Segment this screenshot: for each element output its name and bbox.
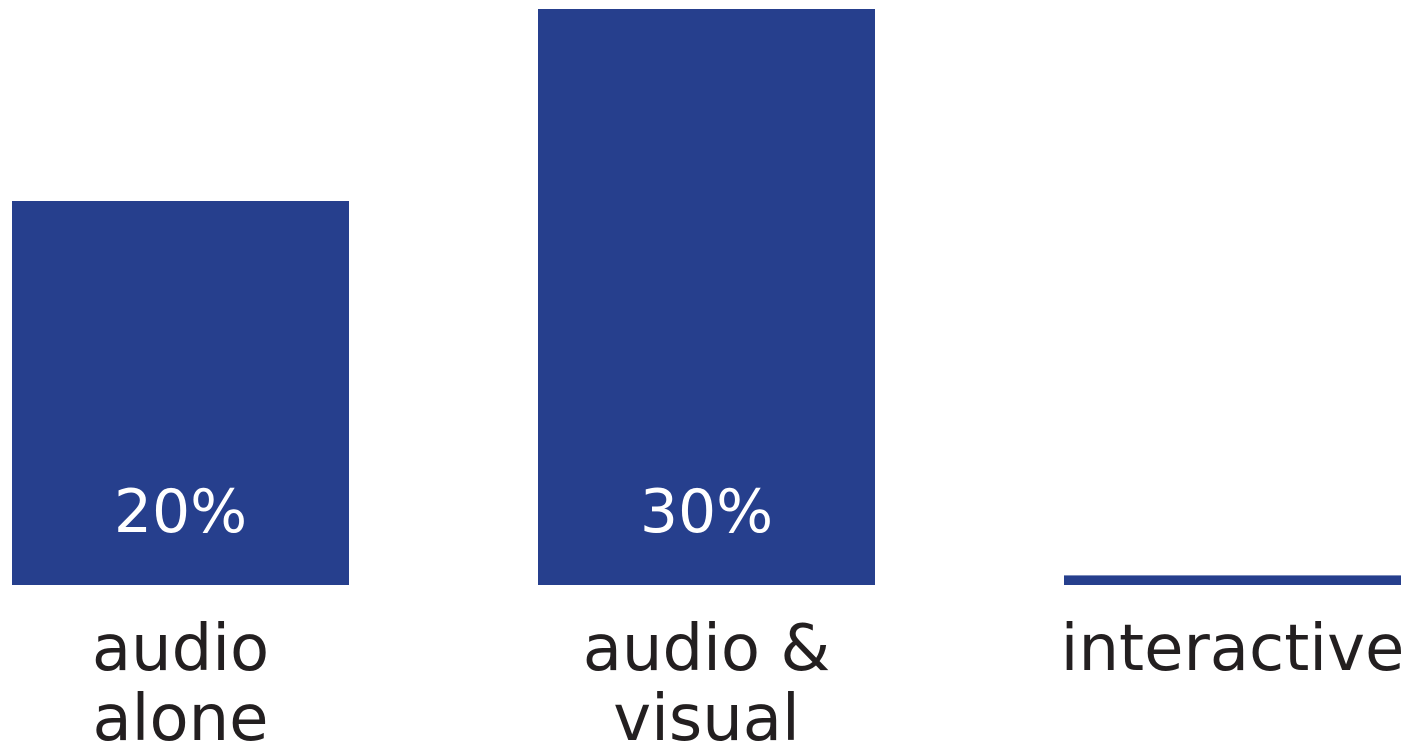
value-labels-group: 20% 30% bbox=[114, 477, 773, 547]
category-labels-group: audio alone audio & visual interactive bbox=[92, 612, 1405, 756]
category-label: audio & visual bbox=[583, 612, 831, 756]
category-label-line: alone bbox=[92, 682, 268, 756]
category-label-line: audio & bbox=[583, 612, 831, 686]
category-label-line: audio bbox=[92, 612, 269, 686]
bar-value-label: 20% bbox=[114, 477, 247, 547]
bar-interactive bbox=[1064, 575, 1401, 585]
category-label: audio alone bbox=[92, 612, 269, 756]
category-label: interactive bbox=[1061, 612, 1405, 686]
bars-group bbox=[12, 9, 1401, 585]
category-label-line: interactive bbox=[1061, 612, 1405, 686]
bar-audio-visual bbox=[538, 9, 875, 585]
bar-value-label: 30% bbox=[640, 477, 773, 547]
category-label-line: visual bbox=[613, 682, 800, 756]
bar-audio-alone bbox=[12, 201, 349, 585]
